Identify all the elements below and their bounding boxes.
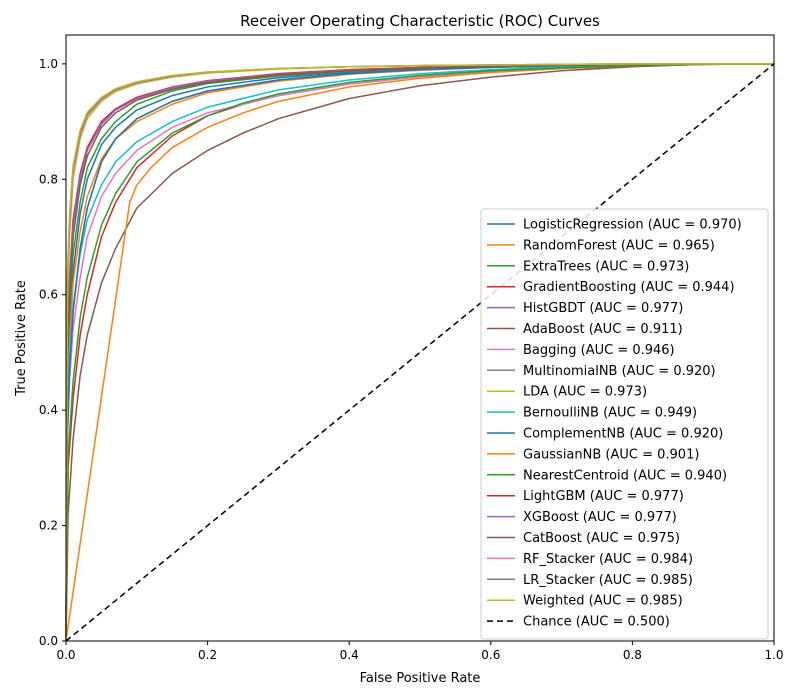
x-tick-label: 1.0 (764, 648, 783, 662)
legend-label-6: Bagging (AUC = 0.946) (523, 343, 675, 358)
plot-area (65, 63, 775, 642)
x-tick-label: 0.0 (56, 648, 75, 662)
legend-label-2: ExtraTrees (AUC = 0.973) (523, 259, 689, 274)
legend-label-12: NearestCentroid (AUC = 0.940) (523, 468, 727, 483)
legend-label-11: GaussianNB (AUC = 0.901) (523, 447, 699, 462)
x-tick-label: 0.6 (481, 648, 500, 662)
x-axis-label: False Positive Rate (360, 671, 481, 686)
x-tick-label: 0.4 (340, 648, 359, 662)
y-tick-label: 0.6 (39, 288, 58, 302)
legend-label-17: LR_Stacker (AUC = 0.985) (523, 573, 693, 588)
chart-title: Receiver Operating Characteristic (ROC) … (240, 12, 600, 30)
x-tick-label: 0.2 (198, 648, 217, 662)
legend-label-10: ComplementNB (AUC = 0.920) (523, 427, 723, 442)
legend-label-16: RF_Stacker (AUC = 0.984) (523, 552, 693, 567)
legend-label-8: LDA (AUC = 0.973) (523, 385, 647, 400)
legend-label-13: LightGBM (AUC = 0.977) (523, 489, 684, 504)
legend: LogisticRegression (AUC = 0.970) RandomFo… (480, 208, 769, 640)
legend-label-5: AdaBoost (AUC = 0.911) (523, 322, 683, 337)
legend-label-0: LogisticRegression (AUC = 0.970) (523, 218, 742, 233)
y-tick-label: 0.8 (39, 172, 58, 186)
legend-label-3: GradientBoosting (AUC = 0.944) (523, 280, 735, 295)
series-line-18 (65, 63, 774, 642)
legend-label-7: MultinomialNB (AUC = 0.920) (523, 364, 716, 379)
y-axis-label: True Positive Rate (14, 280, 29, 397)
x-tick-label: 0.8 (623, 648, 642, 662)
plot-frame (65, 34, 775, 642)
legend-label-9: BernoulliNB (AUC = 0.949) (523, 406, 697, 421)
series-line-19 (65, 63, 775, 642)
y-tick-label: 0.2 (39, 519, 58, 533)
series-layer (65, 63, 775, 642)
series-line-12 (65, 63, 775, 642)
y-tick-label: 1.0 (39, 57, 58, 71)
legend-label-1: RandomForest (AUC = 0.965) (523, 238, 715, 253)
legend-label-4: HistGBDT (AUC = 0.977) (523, 301, 683, 316)
legend-box (480, 208, 769, 640)
y-tick-label: 0.4 (39, 403, 58, 417)
legend-label-18: Weighted (AUC = 0.985) (523, 594, 683, 609)
y-tick-label: 0.0 (39, 634, 58, 648)
x-axis: 0.0 0.2 0.4 0.6 0.8 1.0 (56, 641, 784, 662)
y-axis: 0.0 0.2 0.4 0.6 0.8 1.0 (39, 57, 66, 648)
legend-label-19: Chance (AUC = 0.500) (523, 615, 670, 630)
legend-label-15: CatBoost (AUC = 0.975) (523, 531, 680, 546)
series-line-5 (65, 63, 775, 642)
legend-label-14: XGBoost (AUC = 0.977) (523, 510, 677, 525)
